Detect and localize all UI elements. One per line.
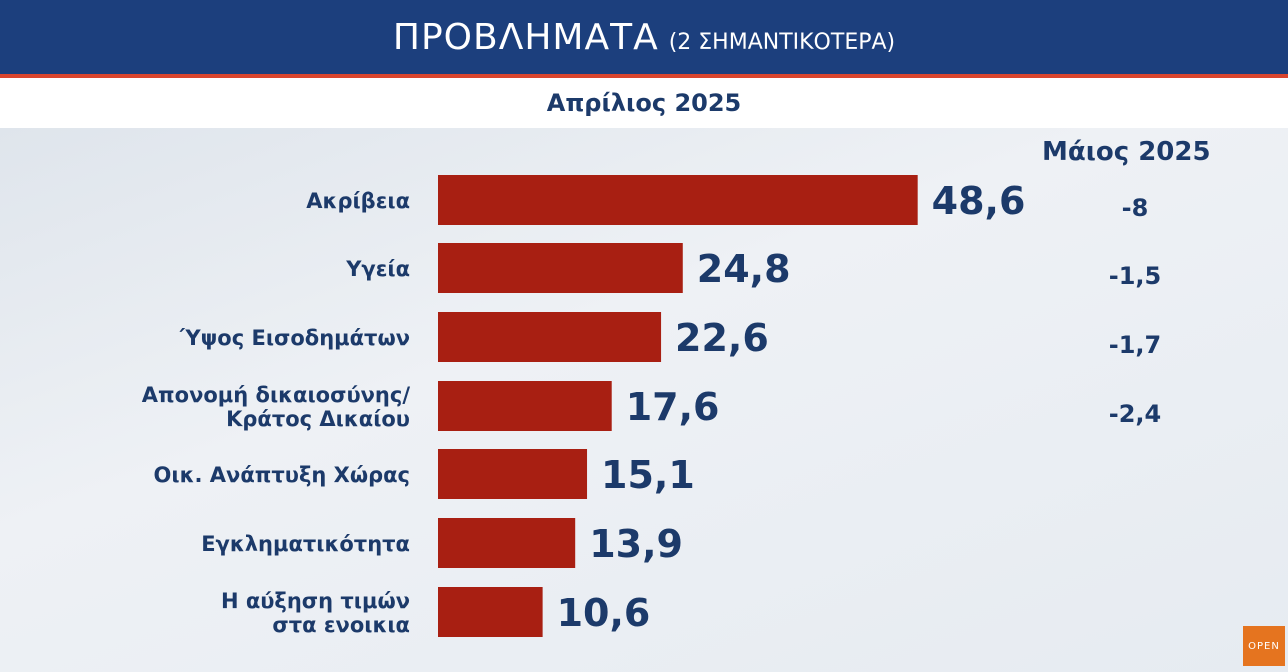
value-label: 15,1 bbox=[601, 453, 695, 497]
category-label: Απονομή δικαιοσύνης/ bbox=[142, 383, 411, 407]
change-label: -2,4 bbox=[1109, 400, 1161, 428]
chart-area: Ακρίβεια 48,6 -8 Υγεία 24,8 -1,5 Ύψος Εισοδημά… bbox=[0, 128, 1288, 672]
value-label: 13,9 bbox=[589, 522, 683, 566]
title-main: ΠΡΟΒΛΗΜΑΤΑ bbox=[392, 16, 659, 58]
bar-1 bbox=[438, 243, 683, 293]
change-label: -1,5 bbox=[1109, 262, 1161, 290]
category-label: Οικ. Ανάπτυξη Χώρας bbox=[154, 463, 410, 487]
category-label: Ύψος Εισοδημάτων bbox=[179, 326, 410, 350]
subtitle-bar: Απρίλιος 2025 bbox=[0, 78, 1288, 128]
bar-chart: Ακρίβεια 48,6 -8 Υγεία 24,8 -1,5 Ύψος Εισοδημά… bbox=[142, 175, 1161, 637]
category-label: Υγεία bbox=[345, 257, 410, 281]
chart-title: ΠΡΟΒΛΗΜΑΤΑ (2 ΣΗΜΑΝΤΙΚΟΤΕΡΑ) bbox=[0, 0, 1288, 74]
change-label: -8 bbox=[1122, 194, 1149, 222]
bar-2 bbox=[438, 312, 662, 362]
category-label: Η αύξηση τιμών bbox=[221, 589, 410, 613]
bar-5 bbox=[438, 518, 576, 568]
value-label: 10,6 bbox=[557, 591, 651, 635]
title-bar bbox=[0, 0, 1288, 78]
bar-4 bbox=[438, 449, 588, 499]
category-label: στα ενοικια bbox=[272, 613, 410, 637]
category-label: Κράτος Δικαίου bbox=[226, 407, 410, 431]
value-label: 17,6 bbox=[626, 385, 720, 429]
category-label: Ακρίβεια bbox=[306, 189, 410, 213]
category-label: Εγκληματικότητα bbox=[201, 532, 410, 556]
channel-logo: OPEN bbox=[1243, 626, 1285, 666]
change-label: -1,7 bbox=[1109, 331, 1161, 359]
title-note: (2 ΣΗΜΑΝΤΙΚΟΤΕΡΑ) bbox=[668, 29, 896, 55]
bar-6 bbox=[438, 587, 543, 637]
comparison-header: Μάιος 2025 bbox=[1042, 137, 1211, 167]
bar-3 bbox=[438, 381, 612, 431]
bar-0 bbox=[438, 175, 918, 225]
value-label: 22,6 bbox=[675, 316, 769, 360]
value-label: 24,8 bbox=[697, 247, 791, 291]
period-label: Απρίλιος 2025 bbox=[546, 89, 742, 117]
value-label: 48,6 bbox=[932, 179, 1026, 223]
